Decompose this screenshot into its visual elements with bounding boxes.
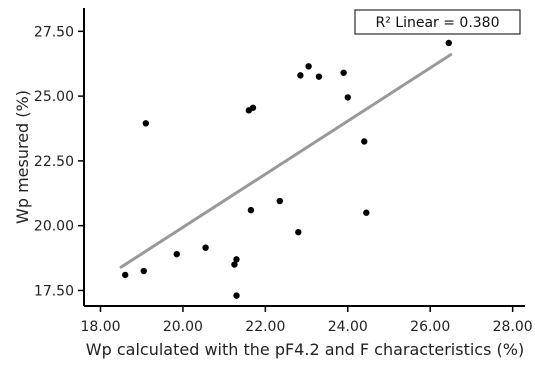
x-tick-label: 28.00 [493, 319, 533, 335]
y-tick-label: 27.50 [34, 24, 74, 40]
data-point [363, 209, 370, 216]
y-tick-label: 22.50 [34, 154, 74, 170]
data-point [247, 206, 255, 214]
data-point [249, 104, 257, 111]
x-tick-label: 22.00 [245, 319, 285, 335]
data-point [315, 73, 323, 80]
data-point [297, 72, 304, 79]
plot-area: 18.00 20.00 22.00 24.00 26.00 28.00 17.50 20.0… [34, 8, 533, 335]
y-tick-label: 25.00 [34, 89, 74, 105]
legend: R² Linear = 0.380 [354, 9, 521, 35]
data-point [140, 267, 147, 275]
data-point [276, 197, 283, 205]
y-tick-label: 20.00 [34, 219, 74, 235]
data-point [173, 250, 180, 258]
points-layer [122, 39, 452, 299]
legend-box [354, 9, 521, 35]
data-point [142, 120, 150, 127]
fit-label: R² Linear = 0.380 [375, 15, 499, 31]
x-tick-label: 24.00 [328, 319, 368, 335]
y-tick-label: 17.50 [34, 283, 74, 299]
data-point [295, 228, 302, 236]
data-point [340, 69, 347, 76]
data-point [305, 63, 312, 70]
fit-line [119, 53, 453, 269]
data-point [233, 256, 240, 263]
data-point [361, 138, 368, 145]
x-tick-label: 18.00 [80, 319, 120, 335]
data-point [233, 292, 240, 299]
x-ticks: 18.00 20.00 22.00 24.00 26.00 28.00 [80, 306, 533, 335]
data-point [231, 261, 238, 268]
data-point [122, 271, 129, 279]
x-tick-label: 26.00 [410, 319, 450, 335]
data-point [202, 244, 209, 251]
y-ticks: 17.50 20.00 22.50 25.00 27.50 [34, 24, 84, 299]
data-point [445, 39, 452, 47]
x-axis-label: Wp calculated with the pF4.2 and F chara… [86, 340, 524, 359]
y-axis-label: Wp mesured (%) [13, 90, 32, 224]
data-point [344, 94, 351, 101]
x-tick-label: 20.00 [163, 319, 203, 335]
